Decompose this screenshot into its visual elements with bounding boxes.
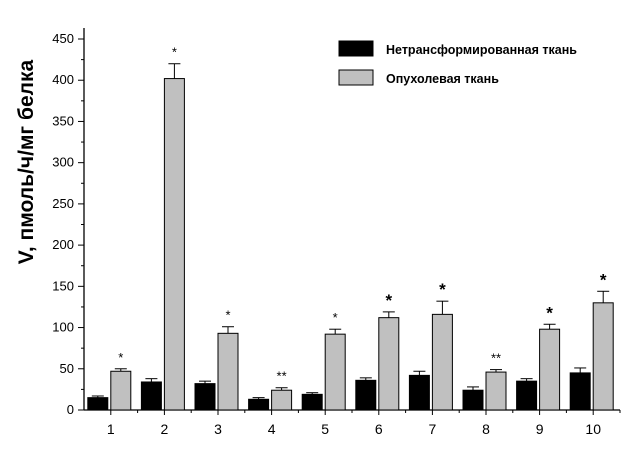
significance-marker: * (172, 45, 177, 60)
x-tick-label: 10 (585, 421, 601, 437)
axes (78, 28, 621, 415)
y-tick-label: 400 (52, 72, 74, 87)
y-tick-label: 0 (67, 402, 74, 417)
bar-normal (248, 398, 270, 411)
bar-tumor (217, 332, 239, 411)
x-tick-label: 5 (321, 421, 329, 437)
bar-tumor (431, 313, 453, 411)
x-tick-label: 1 (107, 421, 115, 437)
significance-marker: ** (491, 351, 501, 366)
bar-tumor (324, 333, 346, 411)
x-tick-label: 6 (375, 421, 383, 437)
x-tick-label: 2 (161, 421, 169, 437)
significance-marker: * (225, 308, 230, 323)
bar-normal (355, 379, 377, 411)
tick-labels: 0 50 100 150 200 250 300 350 400 450 1 2 3 4 5 6 7 8 9 10 (52, 31, 601, 437)
bar-tumor (110, 370, 132, 411)
legend-label-normal: Нетрансформированная ткань (386, 43, 577, 57)
bar-tumor (271, 389, 293, 411)
bar-normal (462, 389, 484, 411)
bars: ************ (87, 45, 614, 411)
legend-label-tumor: Опухолевая ткань (386, 72, 499, 86)
x-tick-label: 9 (536, 421, 544, 437)
legend: Нетрансформированная ткань Опухолевая тк… (338, 40, 577, 86)
significance-marker: * (333, 310, 338, 325)
x-tick-label: 8 (482, 421, 490, 437)
bar-tumor (378, 317, 400, 411)
significance-marker: * (439, 280, 446, 299)
y-tick-label: 50 (60, 361, 74, 376)
x-tick-label: 7 (429, 421, 437, 437)
bar-normal (140, 381, 162, 411)
x-tick-label: 4 (268, 421, 276, 437)
legend-swatch-tumor (338, 69, 374, 86)
bar-tumor (163, 78, 185, 411)
bar-normal (516, 380, 538, 411)
y-tick-label: 200 (52, 237, 74, 252)
y-tick-label: 250 (52, 196, 74, 211)
bar-tumor (485, 371, 507, 411)
y-tick-label: 450 (52, 31, 74, 46)
x-tick-label: 3 (214, 421, 222, 437)
y-tick-label: 300 (52, 155, 74, 170)
bar-normal (301, 393, 323, 411)
legend-swatch-normal (338, 40, 374, 57)
y-tick-label: 100 (52, 320, 74, 335)
bar-tumor (592, 302, 614, 411)
significance-marker: * (600, 270, 607, 289)
bar-normal (569, 372, 591, 411)
bar-normal (194, 383, 216, 411)
bar-tumor (539, 328, 561, 411)
significance-marker: * (546, 303, 553, 322)
bar-normal (408, 374, 430, 411)
bar-normal (87, 397, 109, 411)
significance-marker: * (118, 350, 123, 365)
significance-marker: ** (277, 369, 287, 384)
y-tick-label: 350 (52, 113, 74, 128)
y-axis-label: V, пмоль/ч/мг белка (15, 59, 38, 264)
y-tick-label: 150 (52, 278, 74, 293)
significance-marker: * (385, 291, 392, 310)
